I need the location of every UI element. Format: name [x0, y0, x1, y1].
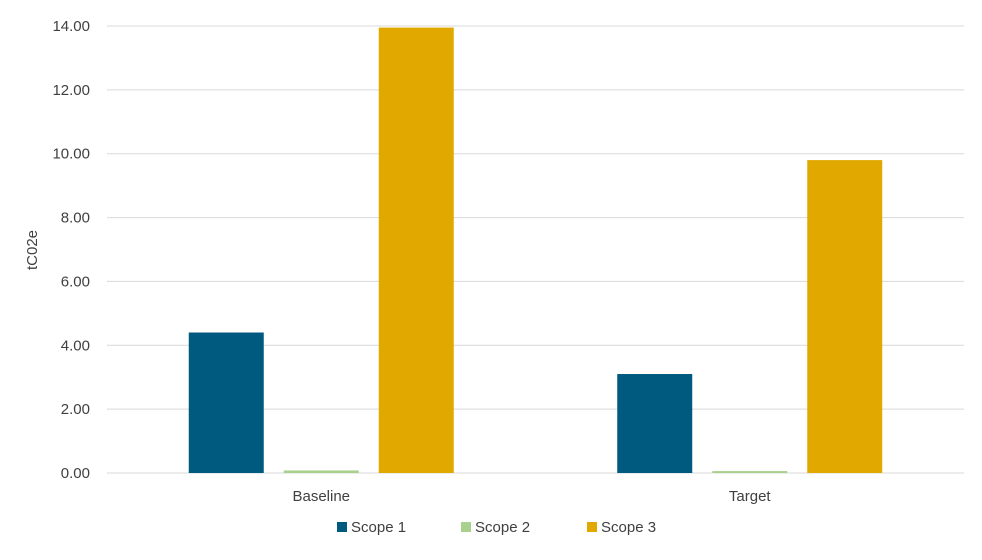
- y-tick-label: 4.00: [61, 337, 90, 354]
- legend-swatch: [587, 522, 597, 532]
- bar-baseline-scope-2: [283, 470, 359, 473]
- bar-baseline-scope-3: [378, 27, 454, 473]
- y-tick-label: 14.00: [52, 18, 90, 35]
- bar-target-scope-2: [712, 471, 788, 473]
- bar-target-scope-1: [617, 374, 693, 473]
- bar-target-scope-3: [807, 160, 883, 473]
- legend-swatch: [337, 522, 347, 532]
- bars: [188, 27, 883, 473]
- legend-swatch: [461, 522, 471, 532]
- y-axis-ticks: 0.00 2.00 4.00 6.00 8.00 10.00 12.00 14.00: [52, 18, 90, 482]
- y-tick-label: 12.00: [52, 82, 90, 99]
- y-tick-label: 10.00: [52, 146, 90, 163]
- x-axis-ticks: Baseline Target: [292, 488, 771, 505]
- y-tick-label: 2.00: [61, 401, 90, 418]
- y-tick-label: 0.00: [61, 465, 90, 482]
- x-tick-label: Baseline: [292, 488, 350, 505]
- y-axis-title: tC02e: [24, 230, 41, 270]
- y-tick-label: 6.00: [61, 273, 90, 290]
- x-tick-label: Target: [729, 488, 772, 505]
- bar-baseline-scope-1: [188, 332, 264, 473]
- legend-label: Scope 1: [351, 519, 406, 536]
- legend-label: Scope 2: [475, 519, 530, 536]
- legend: Scope 1 Scope 2 Scope 3: [337, 519, 656, 536]
- y-tick-label: 8.00: [61, 210, 90, 227]
- legend-label: Scope 3: [601, 519, 656, 536]
